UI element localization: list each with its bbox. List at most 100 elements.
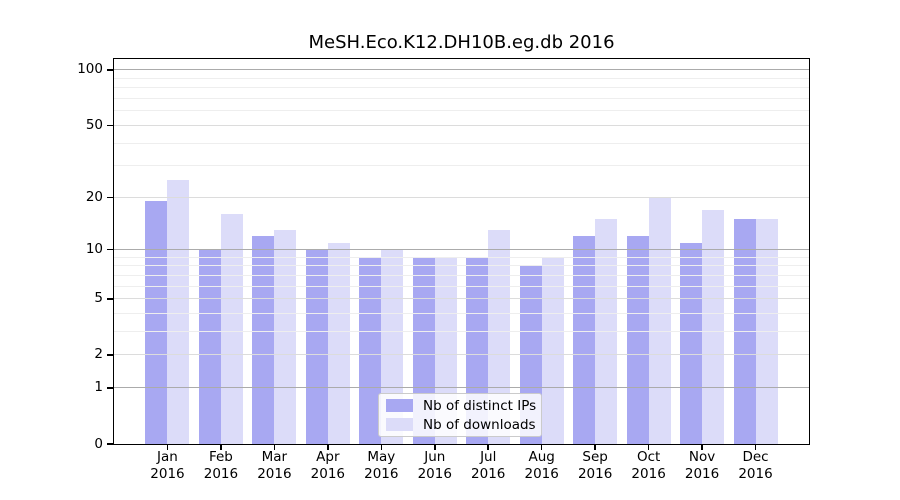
bar-oct-nb-of-downloads [648,197,671,444]
bar-feb-nb-of-distinct-ips [198,249,221,444]
bar-apr-nb-of-downloads [327,242,350,444]
legend-item-distinct-ips: Nb of distinct IPs [386,397,537,414]
bar-nov-nb-of-downloads [702,209,725,444]
gridline-90 [114,77,809,79]
x-tick-jan [166,444,169,450]
x-tick-month: Jul [480,449,497,465]
gridline-3 [114,331,809,333]
x-tick-year: 2016 [577,465,613,482]
gridline-70 [114,98,809,100]
bar-aug-nb-of-downloads [541,257,564,444]
x-tick-year: 2016 [471,465,506,482]
y-tick-5 [107,298,113,300]
x-tick-oct [647,444,650,450]
x-tick-dec [754,444,757,450]
legend-label-distinct-ips: Nb of distinct IPs [423,397,537,414]
bar-nov-nb-of-distinct-ips [680,242,703,444]
x-tick-label-jan: Jan 2016 [135,449,199,482]
x-tick-may [380,444,383,450]
x-tick-label-dec: Dec 2016 [724,449,788,482]
gridline-9 [114,256,809,258]
gridline-6 [114,285,809,287]
bar-jul-nb-of-downloads [488,230,511,444]
bar-oct-nb-of-distinct-ips [626,236,649,444]
gridline-4 [114,313,809,315]
x-tick-year: 2016 [203,465,239,482]
x-tick-month: Dec [742,449,769,465]
x-tick-year: 2016 [631,465,666,482]
grid-layer [114,59,809,444]
bar-mar-nb-of-distinct-ips [252,236,275,444]
x-tick-year: 2016 [524,465,559,482]
x-tick-month: May [367,449,396,465]
x-tick-month: Mar [261,449,288,465]
x-tick-year: 2016 [417,465,452,482]
bar-jan-nb-of-downloads [167,179,190,444]
gridline-80 [114,87,809,89]
bar-apr-nb-of-distinct-ips [305,249,328,444]
x-tick-label-mar: Mar 2016 [242,449,306,482]
y-tick-label-20: 20 [85,188,103,205]
x-tick-year: 2016 [684,465,720,482]
x-tick-aug [540,444,543,450]
gridline-1 [114,387,809,389]
y-tick-label-50: 50 [85,116,103,133]
x-tick-label-aug: Aug 2016 [510,449,574,482]
x-tick-month: Sep [582,449,608,465]
x-tick-jun [434,444,436,450]
gridline-100 [114,69,809,71]
gridline-10 [114,249,809,251]
y-tick-label-2: 2 [94,346,103,363]
x-tick-label-jun: Jun 2016 [403,449,467,482]
x-tick-year: 2016 [257,465,292,482]
x-tick-month: Oct [636,449,661,465]
legend-swatch-distinct-ips [386,399,413,412]
y-tick-10 [107,248,113,251]
x-tick-month: Apr [316,449,340,465]
x-tick-jul [487,444,489,450]
gridline-2 [114,354,809,356]
bar-sep-nb-of-distinct-ips [573,236,596,444]
legend-item-downloads: Nb of downloads [386,417,536,433]
x-tick-apr [327,444,329,450]
y-tick-label-10: 10 [85,241,103,258]
gridline-7 [114,274,809,276]
bar-jan-nb-of-distinct-ips [145,201,168,444]
y-tick-50 [107,124,113,127]
x-tick-year: 2016 [364,465,399,482]
y-tick-1 [107,387,113,389]
gridline-60 [114,110,809,112]
legend: Nb of distinct IPs Nb of downloads [378,393,542,437]
y-tick-label-1: 1 [94,379,103,396]
x-tick-label-feb: Feb 2016 [189,449,253,482]
chart-title: MeSH.Eco.K12.DH10B.eg.db 2016 [308,32,615,53]
x-tick-year: 2016 [738,465,773,482]
x-tick-label-nov: Nov 2016 [670,449,734,482]
x-tick-year: 2016 [310,465,346,482]
x-tick-year: 2016 [150,465,185,482]
legend-swatch-downloads [386,418,413,431]
bar-may-nb-of-distinct-ips [359,257,382,444]
bar-feb-nb-of-downloads [220,214,243,444]
y-tick-100 [107,69,113,71]
gridline-40 [114,142,809,144]
y-tick-label-100: 100 [77,61,103,78]
x-tick-label-may: May 2016 [349,449,413,482]
x-tick-nov [701,444,703,450]
x-tick-sep [594,444,596,450]
gridline-20 [114,196,809,198]
gridline-50 [114,124,809,126]
plot-area [113,58,810,445]
y-tick-20 [107,196,113,199]
bar-mar-nb-of-downloads [274,230,297,444]
y-tick-label-5: 5 [94,290,103,307]
x-tick-month: Jun [424,449,446,465]
x-tick-label-oct: Oct 2016 [617,449,681,482]
y-tick-2 [107,354,113,356]
x-tick-mar [273,444,276,450]
x-tick-month: Aug [528,449,555,465]
x-tick-label-apr: Apr 2016 [296,449,360,482]
x-tick-label-sep: Sep 2016 [563,449,627,482]
x-tick-label-jul: Jul 2016 [456,449,520,482]
